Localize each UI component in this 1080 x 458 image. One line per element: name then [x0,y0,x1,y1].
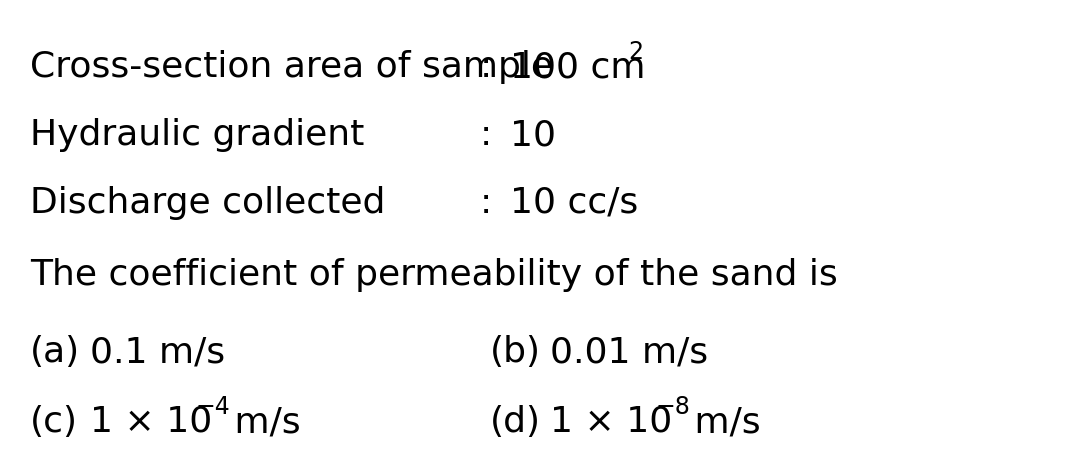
Text: 1 × 10: 1 × 10 [550,405,672,439]
Text: (a): (a) [30,335,80,369]
Text: Cross-section area of sample: Cross-section area of sample [30,50,553,84]
Text: (d): (d) [490,405,541,439]
Text: (b): (b) [490,335,541,369]
Text: 10 cc/s: 10 cc/s [510,186,638,220]
Text: :: : [480,186,492,220]
Text: 1 × 10: 1 × 10 [90,405,213,439]
Text: 0.1 m/s: 0.1 m/s [90,335,225,369]
Text: The coefficient of permeability of the sand is: The coefficient of permeability of the s… [30,258,838,292]
Text: −4: −4 [195,395,230,419]
Text: 10: 10 [510,118,556,152]
Text: −8: −8 [654,395,690,419]
Text: m/s: m/s [683,405,760,439]
Text: Hydraulic gradient: Hydraulic gradient [30,118,364,152]
Text: 100 cm: 100 cm [510,50,646,84]
Text: (c): (c) [30,405,78,439]
Text: 2: 2 [627,40,643,64]
Text: m/s: m/s [222,405,300,439]
Text: :: : [480,50,492,84]
Text: :: : [480,118,492,152]
Text: Discharge collected: Discharge collected [30,186,386,220]
Text: 0.01 m/s: 0.01 m/s [550,335,708,369]
